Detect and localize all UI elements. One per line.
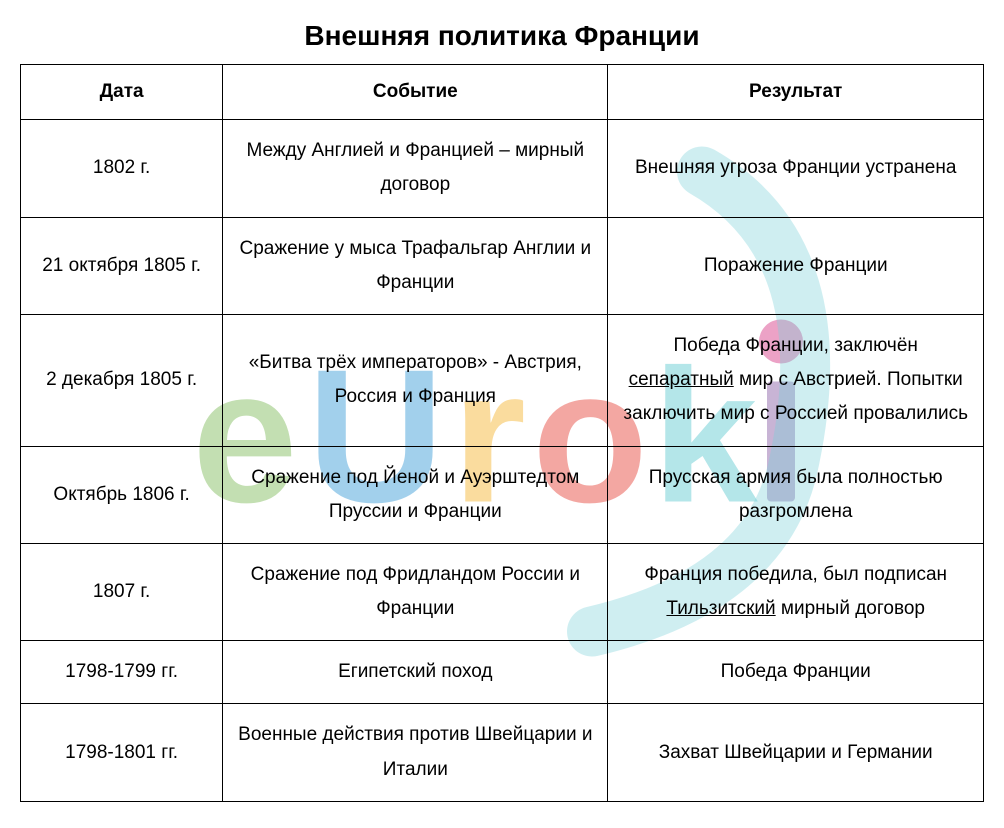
- cell-event: Военные действия против Швейцарии и Итал…: [223, 704, 608, 801]
- underlined-term: сепаратный: [629, 369, 734, 390]
- cell-result: Франция победила, был подписан Тильзитск…: [608, 543, 984, 640]
- table-row: 21 октября 1805 г.Сражение у мыса Трафал…: [21, 217, 984, 314]
- cell-date: 1798-1799 гг.: [21, 641, 223, 704]
- cell-event: «Битва трёх императоров» - Австрия, Росс…: [223, 314, 608, 446]
- cell-result: Захват Швейцарии и Германии: [608, 704, 984, 801]
- cell-event: Сражение под Фридландом России и Франции: [223, 543, 608, 640]
- underlined-term: Тильзитский: [666, 598, 775, 619]
- cell-date: 1798-1801 гг.: [21, 704, 223, 801]
- cell-date: 2 декабря 1805 г.: [21, 314, 223, 446]
- table-row: 1802 г.Между Англией и Францией – мирный…: [21, 120, 984, 217]
- col-header-date: Дата: [21, 65, 223, 120]
- cell-date: 21 октября 1805 г.: [21, 217, 223, 314]
- cell-event: Сражение у мыса Трафальгар Англии и Фран…: [223, 217, 608, 314]
- table-row: 1798-1801 гг.Военные действия против Шве…: [21, 704, 984, 801]
- table-header-row: Дата Событие Результат: [21, 65, 984, 120]
- cell-date: 1802 г.: [21, 120, 223, 217]
- cell-date: Октябрь 1806 г.: [21, 446, 223, 543]
- table-row: 1807 г.Сражение под Фридландом России и …: [21, 543, 984, 640]
- table-row: 2 декабря 1805 г.«Битва трёх императоров…: [21, 314, 984, 446]
- cell-event: Между Англией и Францией – мирный догово…: [223, 120, 608, 217]
- cell-result: Поражение Франции: [608, 217, 984, 314]
- cell-event: Сражение под Йеной и Ауэрштедтом Пруссии…: [223, 446, 608, 543]
- cell-result: Внешняя угроза Франции устранена: [608, 120, 984, 217]
- table-body: 1802 г.Между Англией и Францией – мирный…: [21, 120, 984, 802]
- table-row: 1798-1799 гг.Египетский походПобеда Фран…: [21, 641, 984, 704]
- cell-result: Прусская армия была полностью разгромлен…: [608, 446, 984, 543]
- col-header-event: Событие: [223, 65, 608, 120]
- cell-result: Победа Франции: [608, 641, 984, 704]
- page-title: Внешняя политика Франции: [20, 20, 984, 52]
- cell-event: Египетский поход: [223, 641, 608, 704]
- col-header-result: Результат: [608, 65, 984, 120]
- history-table: Дата Событие Результат 1802 г.Между Англ…: [20, 64, 984, 802]
- table-row: Октябрь 1806 г.Сражение под Йеной и Ауэр…: [21, 446, 984, 543]
- cell-date: 1807 г.: [21, 543, 223, 640]
- cell-result: Победа Франции, заключён сепаратный мир …: [608, 314, 984, 446]
